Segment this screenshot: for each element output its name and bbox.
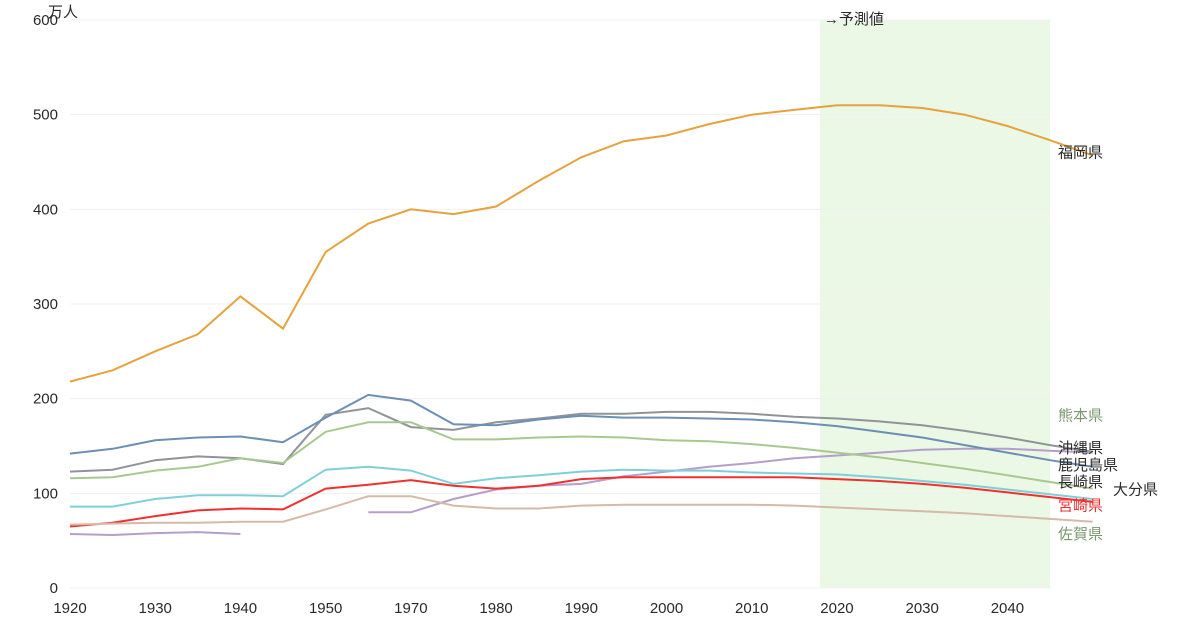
forecast-label: →予測値 bbox=[824, 11, 884, 28]
x-tick-label: 1930 bbox=[139, 600, 172, 617]
y-tick-label: 100 bbox=[33, 485, 58, 502]
x-tick-label: 2000 bbox=[650, 600, 683, 617]
series-label-okinawa: 沖縄県 bbox=[1058, 440, 1103, 457]
population-line-chart: 0100200300400500600万人1920193019401950197… bbox=[0, 0, 1200, 633]
x-tick-label: 1920 bbox=[53, 600, 86, 617]
x-tick-label: 1990 bbox=[565, 600, 598, 617]
y-tick-label: 500 bbox=[33, 107, 58, 124]
series-label-saga: 佐賀県 bbox=[1058, 526, 1103, 543]
series-label-miyazaki: 宮崎県 bbox=[1058, 498, 1103, 515]
x-tick-label: 2040 bbox=[991, 600, 1024, 617]
x-tick-label: 2010 bbox=[735, 600, 768, 617]
x-tick-label: 1940 bbox=[224, 600, 257, 617]
y-unit-label: 万人 bbox=[48, 4, 78, 21]
series-label-kagoshima: 鹿児島県 bbox=[1058, 457, 1118, 474]
x-tick-label: 1950 bbox=[309, 600, 342, 617]
series-label-nagasaki: 長崎県 bbox=[1058, 474, 1103, 491]
x-tick-label: 1980 bbox=[479, 600, 512, 617]
y-tick-label: 300 bbox=[33, 296, 58, 313]
series-label-kumamoto: 熊本県 bbox=[1058, 408, 1103, 425]
series-label-oita: 大分県 bbox=[1113, 482, 1158, 499]
x-tick-label: 2030 bbox=[905, 600, 938, 617]
y-tick-label: 0 bbox=[50, 580, 58, 597]
x-tick-label: 2020 bbox=[820, 600, 853, 617]
chart-container: 0100200300400500600万人1920193019401950197… bbox=[0, 0, 1200, 633]
series-label-fukuoka: 福岡県 bbox=[1058, 145, 1103, 162]
y-tick-label: 400 bbox=[33, 201, 58, 218]
x-tick-label: 1970 bbox=[394, 600, 427, 617]
y-tick-label: 200 bbox=[33, 391, 58, 408]
